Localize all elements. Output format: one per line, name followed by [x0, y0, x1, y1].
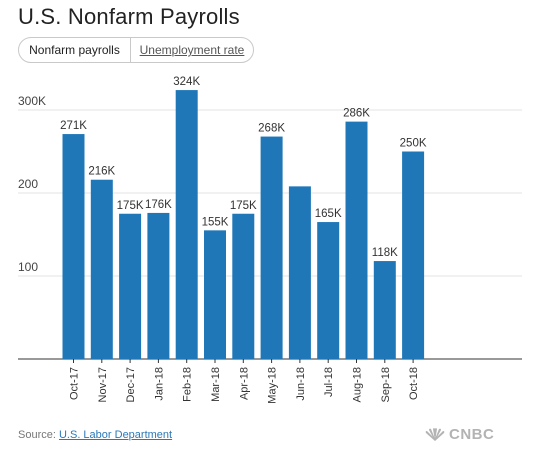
x-tick-label: Jul-18 [323, 367, 335, 397]
data-label: 324K [173, 76, 200, 88]
x-tick-label: Apr-18 [238, 367, 250, 400]
x-tick-label: Aug-18 [352, 367, 364, 402]
bar [175, 90, 198, 359]
toggle-nonfarm-payrolls[interactable]: Nonfarm payrolls [19, 38, 131, 62]
x-tick-label: Mar-18 [210, 367, 222, 402]
bar [317, 222, 340, 359]
data-label: 216K [88, 166, 115, 178]
bar-chart: 100 200 300K 271K Oct-17 216K Nov-17 175K Dec-17… [18, 76, 522, 404]
bar [288, 186, 311, 359]
bar [62, 134, 85, 359]
data-label: 175K [117, 200, 144, 212]
bar [204, 230, 226, 359]
x-tick-label: Dec-17 [125, 367, 137, 402]
toggle-unemployment-rate[interactable]: Unemployment rate [139, 43, 245, 57]
bar [119, 213, 142, 359]
data-label: 175K [230, 200, 257, 212]
data-label: 165K [315, 208, 342, 220]
source-label: Source: [18, 429, 56, 441]
bar [147, 212, 170, 359]
bar [90, 179, 113, 359]
data-label: 250K [400, 138, 427, 150]
data-label: 268K [258, 123, 285, 135]
y-tick-label: 100 [18, 260, 38, 274]
x-tick-label: Oct-17 [69, 367, 81, 400]
data-label: 155K [202, 216, 229, 228]
x-tick-label: Jan-18 [153, 367, 165, 401]
logo-text: CNBC [449, 426, 495, 443]
bar [232, 213, 255, 359]
data-label: 271K [60, 120, 87, 132]
peacock-icon [425, 427, 445, 441]
cnbc-logo: CNBC [424, 426, 494, 443]
bar [260, 136, 283, 359]
data-label: 176K [145, 199, 172, 211]
bar [402, 151, 425, 359]
chart-toggle: Nonfarm payrolls Unemployment rate [18, 37, 254, 63]
source-link[interactable]: U.S. Labor Department [58, 429, 173, 441]
y-tick-label: 200 [18, 177, 38, 191]
data-label: 118K [372, 247, 398, 259]
x-tick-label: Nov-17 [97, 367, 109, 402]
y-tick-label: 300K [18, 94, 46, 108]
bar [345, 121, 368, 360]
data-label: 286K [343, 108, 370, 120]
x-tick-label: Sep-18 [380, 367, 392, 402]
chart-title: U.S. Nonfarm Payrolls [18, 4, 240, 29]
x-tick-label: Oct-18 [408, 367, 420, 400]
source-note: Source: U.S. Labor Department [18, 429, 172, 441]
bar [373, 261, 396, 359]
x-tick-label: May-18 [267, 367, 279, 404]
x-tick-label: Jun-18 [295, 367, 307, 401]
x-tick-label: Feb-18 [182, 367, 194, 402]
